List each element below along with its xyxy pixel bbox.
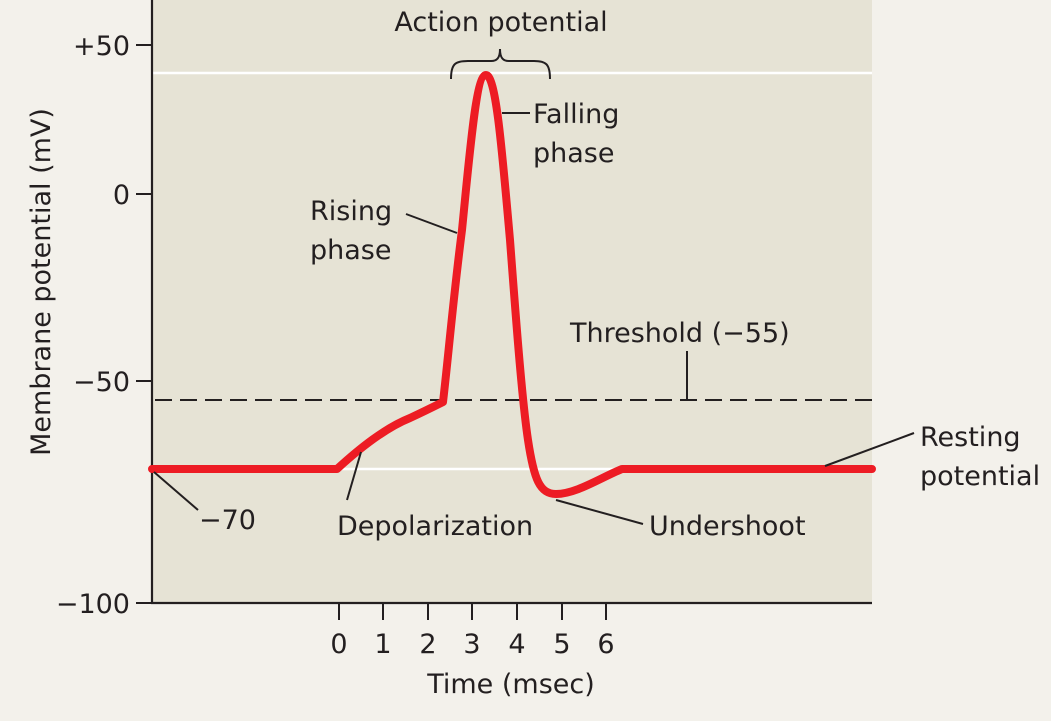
resting-potential-label-2: potential	[920, 461, 1040, 492]
x-tick-label: 1	[374, 629, 391, 660]
y-axis-ticks	[136, 44, 152, 604]
x-tick-label: 4	[508, 629, 525, 660]
y-tick-label: −100	[56, 589, 130, 620]
undershoot-leader	[555, 499, 644, 525]
y-tick-label: −50	[73, 367, 130, 398]
x-axis-label: Time (msec)	[426, 669, 595, 700]
resting-potential-leader	[824, 432, 915, 467]
x-tick-label: 0	[330, 629, 347, 660]
action-potential-label: Action potential	[394, 7, 607, 38]
rest-value-leader	[153, 471, 199, 511]
action-potential-bracket	[450, 48, 551, 80]
y-tick-label: 0	[113, 180, 130, 211]
resting-potential-label: Resting	[920, 422, 1021, 453]
threshold-label: Threshold (−55)	[569, 318, 790, 349]
y-tick-label: +50	[73, 31, 130, 62]
depolarization-label: Depolarization	[337, 511, 533, 542]
depolarization-leader	[346, 451, 362, 501]
x-tick-label: 6	[597, 629, 614, 660]
falling-phase-label-2: phase	[533, 138, 614, 169]
x-tick-label: 2	[419, 629, 436, 660]
membrane-potential-curve	[148, 71, 876, 498]
rest-value-label: −70	[199, 505, 256, 536]
x-tick-label: 5	[553, 629, 570, 660]
x-axis-ticks	[338, 603, 607, 620]
rising-phase-label-2: phase	[310, 235, 391, 266]
undershoot-label: Undershoot	[649, 511, 806, 542]
y-axis-label: Membrane potential (mV)	[26, 108, 57, 456]
x-tick-label: 3	[463, 629, 480, 660]
rising-phase-label: Rising	[310, 196, 392, 227]
falling-phase-label: Falling	[533, 99, 619, 130]
rising-phase-leader	[405, 213, 458, 234]
